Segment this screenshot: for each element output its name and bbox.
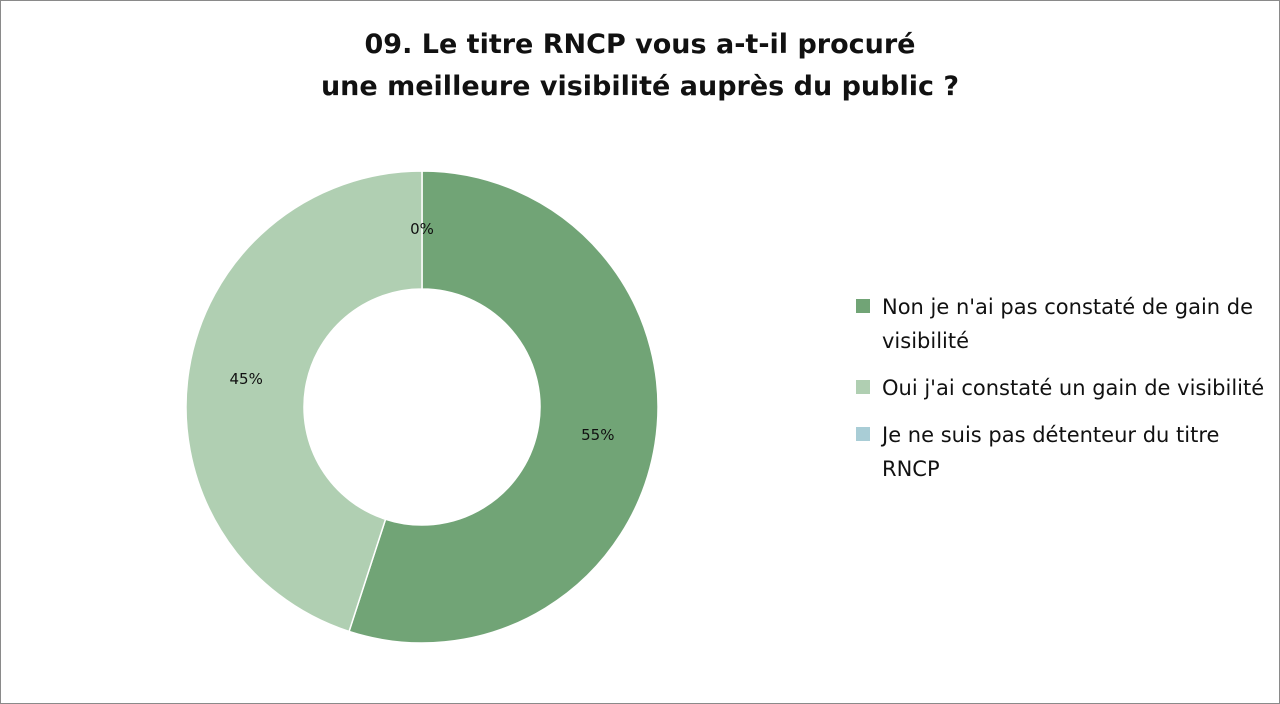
- legend-item-oui-j-ai-constat-un-gain-de-visibilit: Oui j'ai constaté un gain de visibilité: [856, 371, 1266, 405]
- slice-oui-j-ai-constat-un-gain-de-visibilit: [185, 170, 423, 633]
- slice-non-je-n-ai-pas-constat-de-gain-de-visibilit: [348, 170, 659, 644]
- legend-label: Non je n'ai pas constaté de gain de visi…: [882, 295, 1254, 353]
- legend-swatch: [856, 380, 870, 394]
- data-label-oui-j-ai-constat-un-gain-de-visibilit: 45%: [230, 370, 263, 388]
- legend-swatch: [856, 427, 870, 441]
- legend-label: Oui j'ai constaté un gain de visibilité: [882, 376, 1265, 400]
- data-label-non-je-n-ai-pas-constat-de-gain-de-visibilit: 55%: [581, 426, 614, 444]
- chart-title-line-2: une meilleure visibilité auprès du publi…: [320, 71, 960, 102]
- chart-title: 09. Le titre RNCP vous a-t-il procuré un…: [0, 24, 1280, 108]
- data-label-je-ne-suis-pas-d-tenteur-du-titre-rncp: 0%: [410, 220, 434, 238]
- legend-swatch: [856, 299, 870, 313]
- legend-label: Je ne suis pas détenteur du titre RNCP: [882, 423, 1220, 481]
- chart-legend: Non je n'ai pas constaté de gain de visi…: [856, 290, 1266, 499]
- donut-slices: [185, 170, 659, 644]
- chart-title-line-1: 09. Le titre RNCP vous a-t-il procuré: [364, 29, 916, 60]
- legend-item-non-je-n-ai-pas-constat-de-gain-de-visibilit: Non je n'ai pas constaté de gain de visi…: [856, 290, 1266, 358]
- legend-item-je-ne-suis-pas-d-tenteur-du-titre-rncp: Je ne suis pas détenteur du titre RNCP: [856, 418, 1266, 486]
- data-labels: 55% 45% 0%: [230, 220, 615, 444]
